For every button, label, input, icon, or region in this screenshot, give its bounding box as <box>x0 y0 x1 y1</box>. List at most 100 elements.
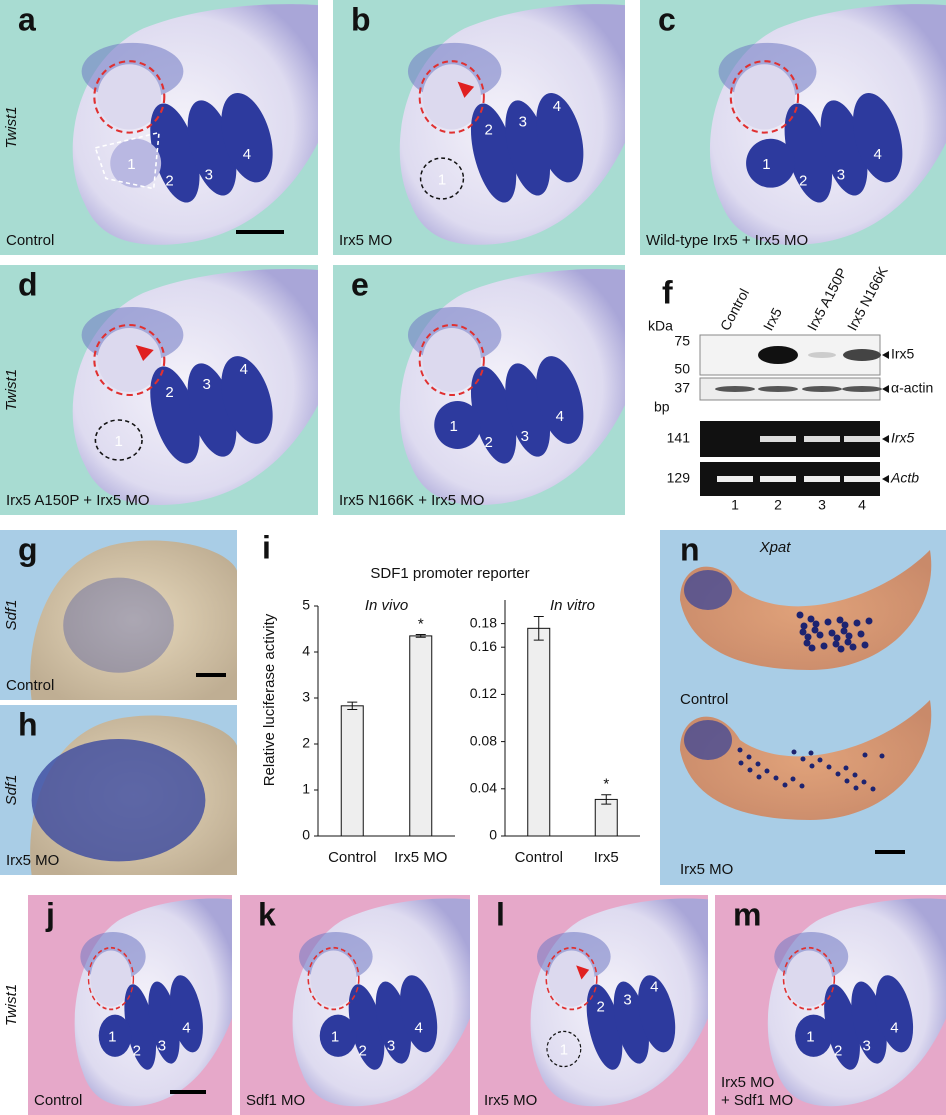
lane-label: Irx5 N166K <box>844 263 891 333</box>
cell-dot <box>804 633 812 641</box>
panel-letter: g <box>18 531 38 567</box>
y-tick-label: 0.18 <box>470 614 497 630</box>
band-label: Actb <box>890 470 919 486</box>
x-tick-label: Irx5 <box>594 849 619 866</box>
pointer <box>882 351 889 359</box>
cell-dot <box>796 611 804 619</box>
arch-number: 4 <box>556 408 564 425</box>
arch-outline <box>546 1030 582 1068</box>
cell-dot <box>879 753 885 759</box>
arrowhead <box>457 81 475 98</box>
head-stain <box>684 720 732 760</box>
band <box>804 436 840 442</box>
annotation: * <box>603 776 609 793</box>
arch-outline <box>94 419 143 461</box>
panel: 1 2 3 4 a Control Twist1 <box>0 0 318 255</box>
lane-number: 4 <box>858 497 866 513</box>
cell-dot <box>817 757 823 763</box>
panel-letter: b <box>351 1 371 37</box>
panel: g Control Sdf1 <box>0 530 237 700</box>
arch-number: 1 <box>438 172 446 189</box>
eye-outline <box>729 60 800 134</box>
cell-dot <box>841 621 849 629</box>
band <box>758 386 798 392</box>
cell-dot <box>816 631 824 639</box>
panel-label: Control <box>6 232 54 249</box>
embryo <box>399 4 625 245</box>
cell-dot <box>865 617 873 625</box>
panel: 1 2 3 4 b Irx5 MO <box>333 0 625 255</box>
arch-number: 2 <box>596 999 604 1016</box>
panel-letter: n <box>680 531 700 567</box>
arch-number: 4 <box>414 1020 422 1037</box>
band <box>760 436 796 442</box>
eye <box>733 64 796 130</box>
embryo-body <box>30 540 237 700</box>
panel: h Irx5 MO Sdf1 <box>0 705 237 875</box>
eye <box>548 950 595 1007</box>
lane-number: 2 <box>774 497 782 513</box>
stain <box>63 577 174 673</box>
arch <box>124 984 157 1070</box>
x-tick-label: Irx5 MO <box>394 849 447 866</box>
embryo <box>680 700 932 820</box>
stain-label: Sdf1 <box>3 600 20 631</box>
y-tick-label: 0.12 <box>470 685 497 701</box>
x-tick-label: Control <box>328 849 376 866</box>
y-tick-label: 4 <box>302 643 310 659</box>
eye <box>422 64 481 130</box>
arch <box>536 92 584 183</box>
pointer <box>882 475 889 483</box>
y-tick-label: 0.16 <box>470 638 497 654</box>
unit: bp <box>654 399 670 415</box>
arch <box>795 1014 833 1057</box>
pointer <box>882 385 889 393</box>
panel: 1 2 3 4 l Irx5 MO <box>478 895 708 1115</box>
arch <box>169 975 203 1053</box>
panel: 1 2 3 4 e Irx5 N166K + Irx5 MO <box>333 265 625 515</box>
band <box>843 349 881 361</box>
band <box>844 436 880 442</box>
cell-dot <box>799 783 805 789</box>
cell-dot <box>747 767 753 773</box>
cell-dot <box>852 772 858 778</box>
arch-number: 2 <box>834 1043 842 1060</box>
error-bar <box>347 701 358 710</box>
panel-label: + Sdf1 MO <box>721 1092 793 1109</box>
eye-outline <box>307 946 360 1011</box>
eye <box>310 950 357 1007</box>
y-axis-label: Relative luciferase activity <box>261 613 278 786</box>
arch <box>875 975 914 1053</box>
chart-title: SDF1 promoter reporter <box>370 565 529 582</box>
arch-number: 3 <box>387 1037 395 1054</box>
stain <box>31 739 206 862</box>
embryo <box>30 540 237 700</box>
arch-number: 3 <box>203 376 211 393</box>
stain-label: Twist1 <box>3 369 20 411</box>
arch-number: 1 <box>450 418 458 435</box>
arch-number: 1 <box>560 1042 568 1059</box>
panel-letter: e <box>351 266 369 302</box>
cell-dot <box>870 786 876 792</box>
y-tick-label: 5 <box>302 597 310 613</box>
panel-label: Irx5 MO <box>680 861 733 878</box>
panel-letter: c <box>658 1 676 37</box>
panel-label: Wild-type Irx5 + Irx5 MO <box>646 232 808 249</box>
chart-panel: i SDF1 promoter reporter Relative lucifera… <box>261 529 640 866</box>
lane-label: Control <box>717 286 752 333</box>
arch <box>348 984 385 1070</box>
arch-number: 2 <box>799 173 807 190</box>
panel-label: Irx5 A150P + Irx5 MO <box>6 492 150 509</box>
cell-dot <box>809 763 815 769</box>
lane-label: Irx5 <box>760 305 785 333</box>
arch-number: 3 <box>863 1037 871 1054</box>
cell-dot <box>857 630 865 638</box>
error-bar <box>415 634 426 638</box>
panel-letter: a <box>18 1 36 37</box>
cell-dot <box>755 761 761 767</box>
arch-number: 2 <box>485 122 493 139</box>
arrowhead <box>576 965 590 980</box>
cell-dot <box>862 752 868 758</box>
panel: n Xpat Control Irx5 MO <box>660 530 946 885</box>
arch <box>221 356 273 444</box>
